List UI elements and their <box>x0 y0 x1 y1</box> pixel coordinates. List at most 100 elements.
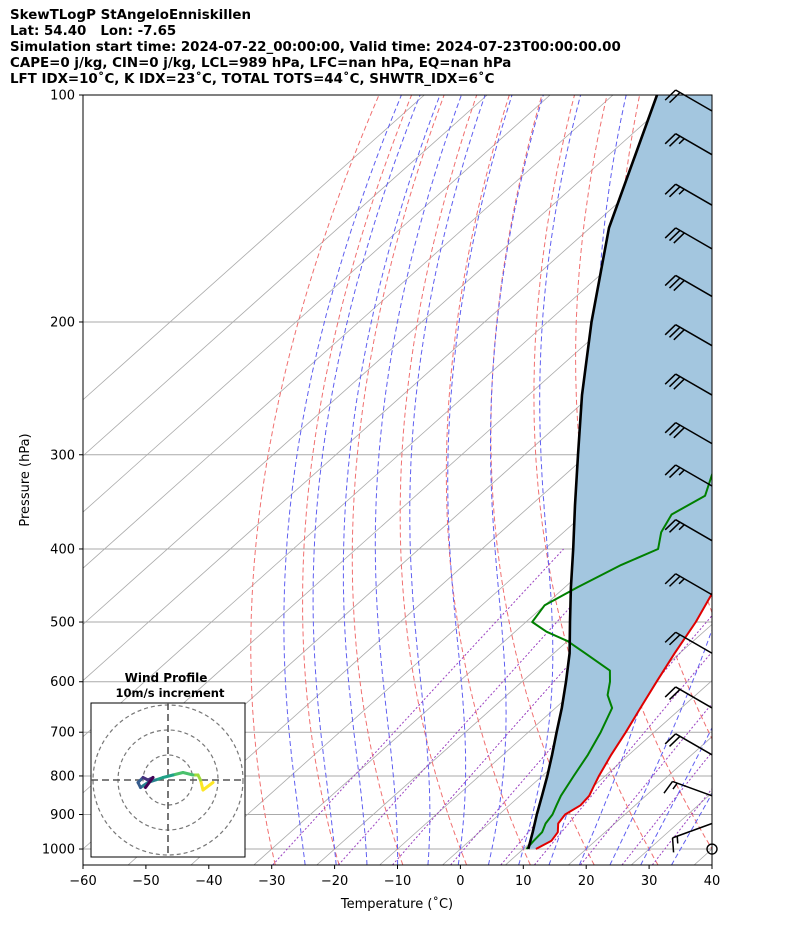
chart-header: SkewTLogP StAngeloEnniskillen Lat: 54.40… <box>10 8 621 88</box>
hodograph-segment <box>161 773 175 779</box>
y-tick-label: 100 <box>50 89 75 104</box>
barb-flag <box>673 232 685 244</box>
barb-half-flag <box>678 138 685 145</box>
barb-staff <box>675 686 713 709</box>
hodograph-segment <box>144 776 155 789</box>
chart-title: SkewTLogP StAngeloEnniskillen <box>10 8 252 23</box>
barb-flag <box>663 780 674 794</box>
hodograph-segment <box>171 771 185 777</box>
barb-flag <box>668 135 681 147</box>
barb-staff <box>675 422 713 445</box>
barb-flag <box>668 634 681 646</box>
moist-adiabat <box>374 95 462 865</box>
isotherm-line <box>316 511 712 865</box>
isotherm-line <box>83 118 712 682</box>
barb-half-flag <box>676 836 679 844</box>
barb-staff <box>675 373 713 396</box>
dry-adiabat <box>533 95 659 865</box>
mixing-ratio-line <box>272 548 564 865</box>
barb-flag <box>673 279 685 292</box>
barb-flag <box>673 378 685 390</box>
barb-flag <box>668 277 681 289</box>
barb-flag <box>664 631 677 643</box>
barb-staff <box>675 274 713 298</box>
x-tick-label: −30 <box>258 874 285 889</box>
y-tick-label: 600 <box>50 675 75 690</box>
barb-staff <box>675 733 713 756</box>
barb-flag <box>673 427 685 439</box>
mixing-ratio-line <box>580 702 712 865</box>
x-tick-label: −60 <box>69 874 96 889</box>
isotherm-line <box>379 567 712 865</box>
axes: −60 −50 −40 −30 −20 −10 0 10 20 30 40 1000 900 800 700… <box>42 89 720 890</box>
dry-adiabat <box>351 95 445 865</box>
dry-adiabat <box>399 95 478 865</box>
simulation-times: Simulation start time: 2024-07-22_00:00:… <box>10 40 621 55</box>
isotherm-line <box>83 95 551 513</box>
hodograph-segment <box>199 778 205 792</box>
barb-staff <box>675 631 713 654</box>
barb-staff <box>672 780 713 797</box>
x-tick-label: 20 <box>578 874 595 889</box>
x-tick-label: 0 <box>456 874 464 889</box>
barb-flag <box>668 735 681 747</box>
barb-staff <box>675 227 713 250</box>
barb-flag <box>664 274 677 287</box>
wind-profile-inset: Wind Profile 10m/s increment <box>90 671 246 858</box>
barb-staff <box>675 133 713 156</box>
x-tick-label: 30 <box>641 874 658 889</box>
barb-flag <box>664 422 677 434</box>
barb-flag <box>668 186 681 198</box>
barb-half-flag <box>678 578 685 585</box>
moist-adiabat <box>312 95 421 865</box>
mixing-ratio-line <box>621 751 712 865</box>
barb-staff <box>675 89 713 112</box>
station-location: Lat: 54.40 Lon: -7.65 <box>10 24 177 39</box>
x-tick-label: −10 <box>384 874 411 889</box>
stability-params-1: CAPE=0 j/kg, CIN=0 j/kg, LCL=989 hPa, LF… <box>10 56 512 71</box>
dry-adiabat <box>766 95 794 865</box>
x-axis-label: Temperature (˚C) <box>340 896 453 912</box>
barb-flag <box>664 183 677 195</box>
y-axis-label: Pressure (hPa) <box>18 433 33 526</box>
cape-cin-shading <box>528 95 712 849</box>
barb-flag <box>668 229 681 242</box>
moist-adiabat <box>409 95 486 865</box>
barb-staff <box>675 519 713 542</box>
y-tick-label: 800 <box>50 769 75 784</box>
barb-flag <box>664 227 677 239</box>
stability-params-2: LFT IDX=10˚C, K IDX=23˚C, TOTAL TOTS=44˚… <box>10 72 495 87</box>
y-tick-label: 300 <box>50 448 75 463</box>
y-tick-label: 900 <box>50 808 75 823</box>
hodograph-segment <box>181 771 195 777</box>
moist-adiabat <box>447 95 513 865</box>
profile-lines <box>525 95 712 850</box>
hodograph-segment <box>201 781 215 792</box>
isotherm-line <box>83 95 614 569</box>
barb-flag <box>668 91 681 104</box>
mixing-ratio-line <box>651 787 712 865</box>
barb-half-flag <box>678 188 685 195</box>
moist-adiabat <box>518 95 582 865</box>
moist-adiabat <box>640 726 712 865</box>
isotherm-line <box>127 343 712 865</box>
barb-flag <box>664 573 677 585</box>
barb-flag <box>664 133 677 145</box>
dry-adiabat <box>445 95 531 865</box>
barb-half-flag <box>672 782 678 790</box>
inset-title: Wind Profile <box>125 671 208 685</box>
barb-staff <box>675 324 713 347</box>
x-tick-label: 40 <box>704 874 721 889</box>
x-tick-label: 10 <box>515 874 532 889</box>
y-tick-label: 700 <box>50 726 75 741</box>
barb-flag <box>664 373 677 385</box>
barb-flag <box>664 464 677 476</box>
y-tick-label: 1000 <box>42 843 75 858</box>
dewpoint-profile <box>525 472 712 850</box>
barb-staff <box>675 573 713 596</box>
parcel-profile <box>527 95 659 850</box>
dry-adiabat <box>302 95 413 865</box>
temperature-profile <box>535 591 712 850</box>
barb-flag <box>664 324 677 336</box>
